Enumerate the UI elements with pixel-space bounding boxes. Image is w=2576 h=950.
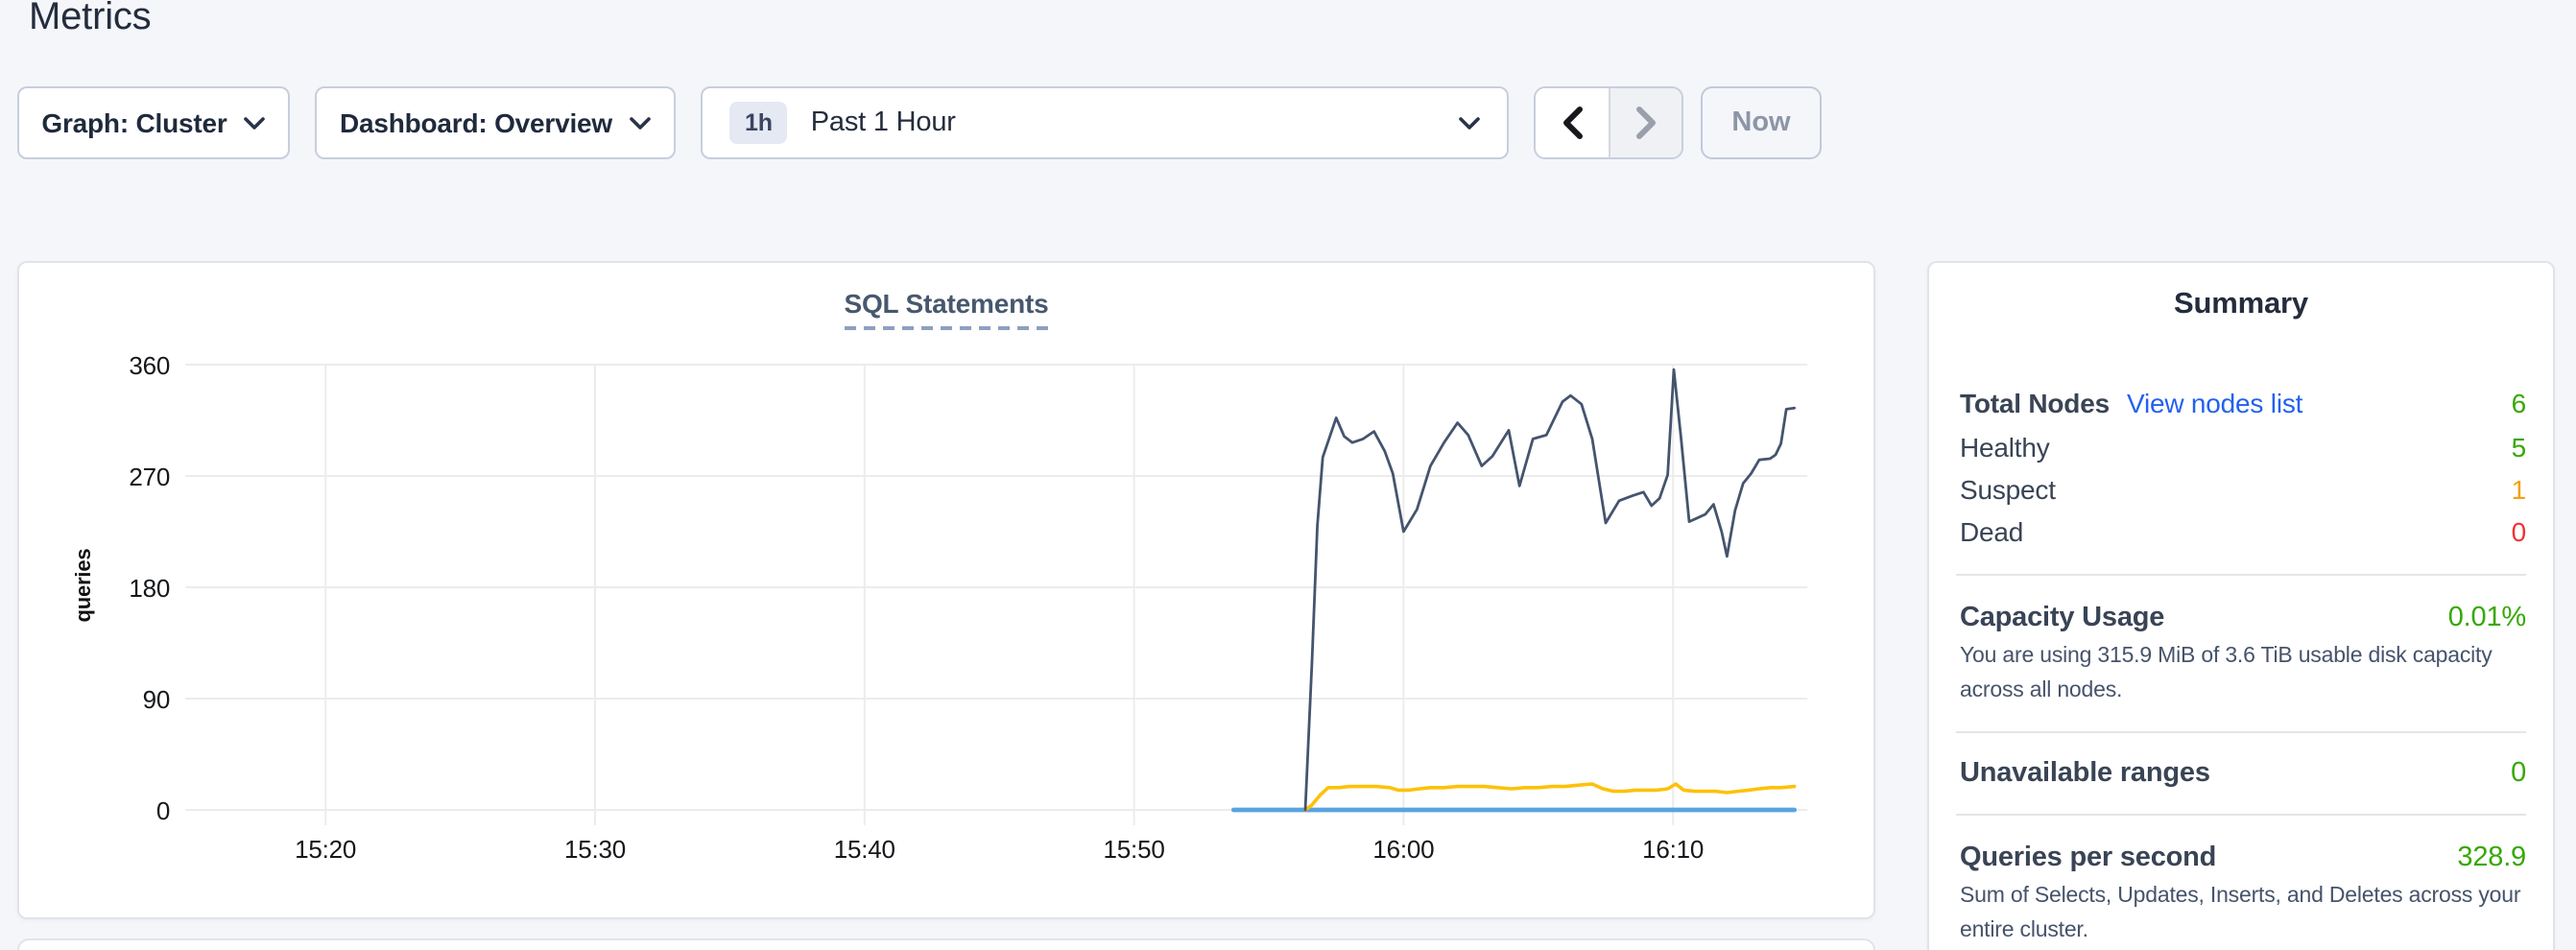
dead-label: Dead (1960, 516, 2024, 547)
y-tick-label: 360 (129, 350, 171, 379)
graph-select[interactable]: Graph: Cluster (17, 86, 290, 159)
y-tick-label: 0 (155, 796, 171, 824)
divider (1956, 814, 2526, 816)
queries-per-second-label: Queries per second (1960, 843, 2217, 873)
summary-panel: Summary Total Nodes View nodes list 6 He… (1927, 261, 2555, 950)
time-range-select[interactable]: 1h Past 1 Hour (701, 86, 1509, 159)
y-tick-label: 180 (129, 573, 171, 602)
page-title: Metrics (29, 0, 152, 38)
x-tick-label: 16:00 (1372, 835, 1435, 864)
x-tick-label: 15:20 (295, 835, 357, 864)
unavailable-ranges-value: 0 (2511, 758, 2526, 789)
total-nodes-label: Total Nodes (1960, 388, 2110, 418)
chevron-down-icon (1459, 116, 1480, 129)
chevron-down-icon (630, 116, 651, 129)
sql-statements-chart-card: SQL Statements queries 0 90 180 270 360 15:20… (17, 261, 1875, 919)
suspect-label: Suspect (1960, 474, 2056, 505)
view-nodes-list-link[interactable]: View nodes list (2126, 388, 2303, 418)
time-range-label: Past 1 Hour (810, 107, 956, 138)
summary-row-healthy: Healthy 5 (1960, 428, 2526, 466)
next-chart-card-edge (17, 938, 1875, 950)
y-tick-label: 90 (142, 684, 171, 713)
capacity-usage-row: Capacity Usage 0.01% (1960, 599, 2526, 637)
total-nodes-value: 6 (2511, 388, 2527, 418)
now-button[interactable]: Now (1701, 86, 1822, 159)
dashboard-select[interactable]: Dashboard: Overview (315, 86, 676, 159)
unavailable-ranges-row: Unavailable ranges 0 (1960, 754, 2526, 793)
time-step-group (1534, 86, 1683, 159)
queries-per-second-row: Queries per second 328.9 (1960, 839, 2526, 877)
divider (1956, 731, 2526, 733)
time-range-badge: 1h (729, 102, 788, 144)
yellow-line (1303, 782, 1797, 812)
chart-canvas[interactable] (19, 263, 1877, 921)
suspect-value: 1 (2511, 474, 2527, 505)
queries-per-second-description: Sum of Selects, Updates, Inserts, and De… (1960, 885, 2521, 941)
toolbar: Graph: Cluster Dashboard: Overview 1h Pa… (0, 86, 2576, 159)
x-tick-label: 15:40 (833, 835, 895, 864)
capacity-usage-description: You are using 315.9 MiB of 3.6 TiB usabl… (1960, 645, 2493, 701)
capacity-usage-value: 0.01% (2447, 603, 2526, 633)
next-time-button[interactable] (1609, 88, 1682, 157)
divider (1956, 574, 2526, 576)
chevron-left-icon (1563, 107, 1583, 139)
navy-line (1303, 368, 1796, 812)
queries-per-second-value: 328.9 (2457, 843, 2526, 873)
summary-row-total-nodes: Total Nodes View nodes list 6 (1960, 384, 2526, 422)
chevron-right-icon (1635, 107, 1655, 139)
x-tick-label: 15:30 (563, 835, 627, 864)
dead-value: 0 (2511, 516, 2527, 547)
summary-title: Summary (2174, 288, 2308, 321)
chevron-down-icon (244, 116, 266, 129)
prev-time-button[interactable] (1536, 88, 1609, 157)
capacity-usage-label: Capacity Usage (1960, 603, 2165, 633)
chart-title-row: SQL Statements (19, 288, 1873, 330)
healthy-label: Healthy (1960, 432, 2050, 463)
unavailable-ranges-label: Unavailable ranges (1960, 758, 2210, 789)
x-tick-label: 15:50 (1103, 835, 1165, 864)
healthy-value: 5 (2511, 432, 2527, 463)
x-tick-label: 16:10 (1642, 835, 1705, 864)
y-tick-label: 270 (129, 462, 171, 490)
chart-title[interactable]: SQL Statements (844, 288, 1049, 330)
graph-select-label: Graph: Cluster (41, 107, 227, 138)
dashboard-select-label: Dashboard: Overview (339, 107, 613, 138)
summary-row-suspect: Suspect 1 (1960, 470, 2526, 509)
summary-row-dead: Dead 0 (1960, 512, 2526, 551)
